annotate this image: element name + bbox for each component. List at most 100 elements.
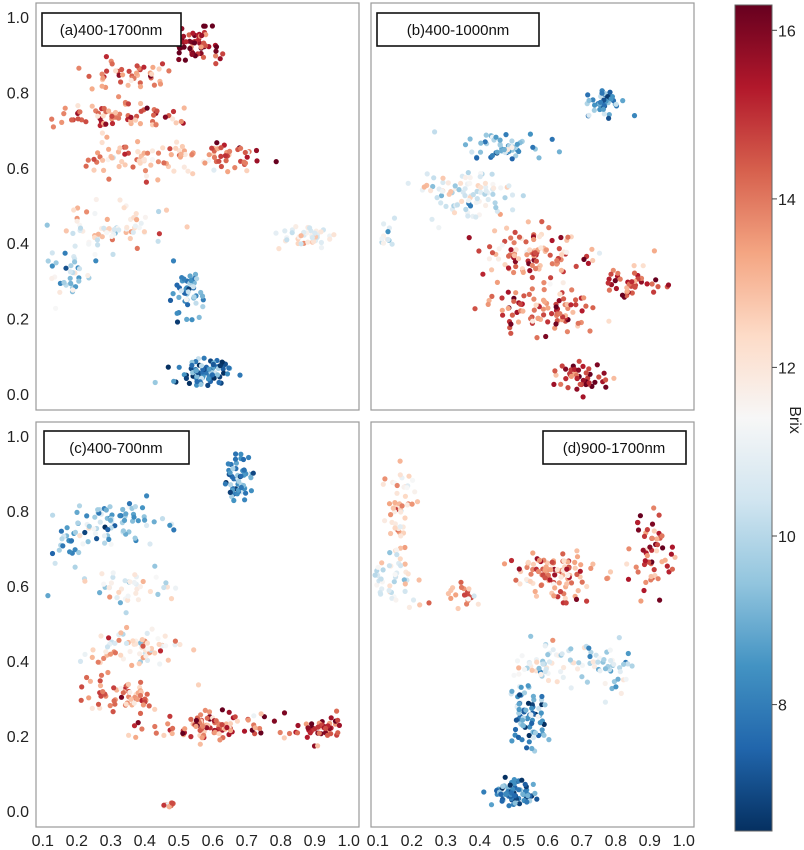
panel-d-point [374, 582, 380, 588]
panel-b-point [499, 295, 505, 301]
x-tick-label: 1.0 [673, 833, 695, 850]
panel-c-point [230, 466, 236, 472]
panel-b-point [565, 234, 571, 240]
panel-a-point [173, 145, 179, 151]
panel-b-point [572, 366, 578, 372]
panel-d-point [516, 701, 522, 707]
panel-d-point [402, 493, 408, 499]
y-tick-label: 0.8 [7, 504, 29, 521]
panel-d-point [626, 546, 632, 552]
panel-d-point [602, 680, 608, 687]
panel-c-point [213, 718, 219, 724]
panel-d-point [635, 527, 642, 533]
panel-d-point [669, 544, 676, 550]
panel-d-point [576, 660, 582, 666]
panel-c-point [173, 585, 179, 591]
panel-c-point [95, 659, 101, 665]
panel-a-point [86, 241, 92, 247]
panel-b-point [485, 196, 491, 203]
panel-b-point [483, 202, 489, 209]
panel-c-point [152, 563, 158, 569]
panel-d-point [602, 666, 609, 672]
panel-a-point [127, 235, 133, 242]
panel-b-point [473, 214, 479, 220]
panel-d-point [388, 511, 394, 518]
y-axis-ticks-top: 0.0 0.2 0.4 0.6 0.8 1.0 [7, 10, 29, 404]
panel-b-point [586, 380, 592, 386]
x-tick-label: 0.4 [134, 833, 156, 850]
panel-d-point [397, 458, 403, 464]
panel-d-point [500, 783, 506, 790]
panel-c-point [167, 522, 173, 528]
panel-a-point [143, 179, 149, 185]
panel-a-point [122, 151, 128, 157]
panel-b-point [613, 285, 620, 292]
panel-d-point [554, 567, 560, 573]
panel-a-point [141, 229, 147, 235]
panel-a-point [184, 316, 190, 322]
panel-b-point [607, 89, 613, 95]
panel-a-point [226, 365, 232, 371]
panel-c-point [78, 697, 84, 703]
panel-c-point [144, 522, 150, 529]
panel-b-point [385, 236, 391, 243]
panel-b-point [491, 185, 497, 191]
panel-c-point [101, 581, 107, 587]
panel-b-point [586, 366, 592, 372]
panel-a-point [194, 378, 200, 385]
panel-c-point [307, 730, 313, 736]
panel-c-point [336, 722, 342, 729]
panel-c-point [101, 533, 108, 539]
panel-d-point [558, 669, 564, 675]
panel-a-point [99, 83, 105, 89]
panel-d-point [475, 601, 481, 607]
panel-c-point [97, 678, 103, 684]
panel-d-point [554, 679, 560, 685]
panel-a-point [189, 317, 195, 323]
panel-d-point [390, 505, 396, 511]
panel-b-point [458, 180, 464, 186]
panel-a-point [141, 156, 147, 163]
panel-b-point [432, 129, 438, 135]
panel-a-point [100, 113, 106, 119]
panel-a-point [189, 51, 195, 58]
panel-b-point [438, 200, 444, 206]
panel-a-point [84, 209, 90, 215]
panel-b-point [606, 115, 612, 121]
panel-c-point [131, 723, 138, 729]
panel-a-point [238, 145, 244, 151]
panel-b-point [556, 298, 562, 304]
panel-a-point [99, 130, 105, 136]
panel-b-point [452, 183, 458, 189]
panel-c-point [118, 694, 125, 700]
panel-a-point [213, 53, 219, 59]
panel-d-point [561, 664, 567, 671]
panel-d-point [621, 661, 627, 667]
panel-a-point [86, 73, 92, 79]
panel-d-point [378, 576, 384, 582]
panel-a-point [171, 378, 177, 384]
panel-d-point [412, 489, 418, 495]
panel-a-point [116, 163, 122, 170]
panel-d-point [534, 796, 540, 802]
panel-a-point [136, 158, 142, 164]
panel-b: (b)400-1000nm [370, 2, 695, 411]
panel-a-point [170, 108, 177, 115]
panel-b-point [568, 373, 575, 379]
panel-d-point [398, 509, 404, 515]
panel-d-point [601, 657, 607, 663]
panel-d-point [539, 693, 545, 700]
panel-b-point [570, 309, 576, 315]
panel-d-point [647, 544, 653, 550]
panel-a-point [70, 230, 76, 236]
panel-a-point [181, 105, 187, 111]
panel-d-point [588, 565, 594, 572]
panel-b-point [514, 141, 520, 147]
panel-b-point [592, 379, 598, 385]
panel-d-point [590, 561, 596, 567]
panel-d-point [455, 605, 461, 612]
panel-b-label-box [376, 12, 540, 47]
panel-b-point [560, 280, 566, 286]
panel-b-point [486, 256, 492, 262]
panel-d-label: (d)900-1700nm [563, 440, 666, 457]
